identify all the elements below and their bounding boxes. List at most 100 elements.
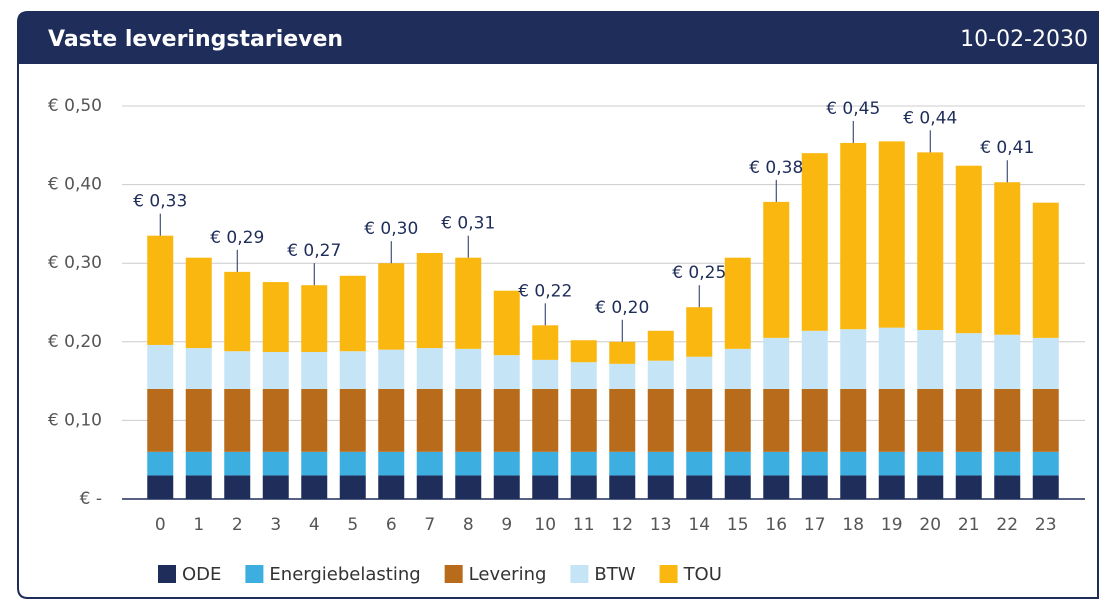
x-tick-label: 18 <box>842 515 864 535</box>
x-tick-label: 6 <box>386 515 397 535</box>
bar-segment <box>878 475 905 499</box>
bar-segment <box>532 359 559 389</box>
legend-swatch <box>659 565 678 583</box>
bar-segment <box>570 388 597 452</box>
bar-segment <box>224 388 251 452</box>
bar-segment <box>609 475 636 499</box>
bar-segment <box>763 475 790 499</box>
bar-segment <box>686 451 713 476</box>
bar-segment <box>493 290 520 356</box>
x-tick-label: 19 <box>881 515 903 535</box>
bar-segment <box>262 282 289 353</box>
bar-segment <box>570 340 597 363</box>
bar-segment <box>1032 388 1059 452</box>
bar-segment <box>416 348 443 389</box>
annotation: € 0,25 <box>672 263 726 283</box>
x-tick-label: 2 <box>232 515 243 535</box>
x-tick-label: 8 <box>463 515 474 535</box>
bar-segment <box>262 451 289 476</box>
bar-segment <box>647 475 674 499</box>
y-tick-label: € 0,50 <box>48 96 102 116</box>
bar-segment <box>994 475 1021 499</box>
x-tick-label: 12 <box>611 515 633 535</box>
bar-segment <box>994 451 1021 476</box>
y-tick-label: € 0,40 <box>48 175 102 195</box>
bar-segment <box>763 337 790 389</box>
bar-segment <box>532 325 559 360</box>
bar-segment <box>493 475 520 499</box>
annotation: € 0,30 <box>364 219 418 239</box>
bar-segment <box>185 388 212 452</box>
bar-segment <box>647 388 674 452</box>
bar-segment <box>724 348 751 389</box>
bar-segment <box>378 451 405 476</box>
bar-segment <box>185 348 212 389</box>
x-tick-label: 9 <box>501 515 512 535</box>
bar-segment <box>262 475 289 499</box>
bar-segment <box>878 327 905 389</box>
bar-segment <box>378 388 405 452</box>
bar-segment <box>955 333 982 389</box>
bar-segment <box>917 330 944 389</box>
bar-segment <box>301 352 328 389</box>
bar-segment <box>532 451 559 476</box>
bar-segment <box>455 348 482 389</box>
bar-segment <box>686 307 713 357</box>
bar-segment <box>724 388 751 452</box>
x-tick-label: 0 <box>155 515 166 535</box>
annotation: € 0,38 <box>749 158 803 178</box>
bar-segment <box>801 451 828 476</box>
bar-segment <box>801 330 828 389</box>
x-tick-label: 14 <box>688 515 710 535</box>
x-tick-label: 11 <box>573 515 595 535</box>
annotation: € 0,22 <box>518 281 572 301</box>
bar-segment <box>1032 337 1059 389</box>
bar-segment <box>147 344 174 389</box>
bar-segment <box>455 388 482 452</box>
bar-segment <box>416 252 443 349</box>
y-tick-label: € - <box>80 489 102 509</box>
bar-segment <box>301 388 328 452</box>
y-tick-label: € 0,10 <box>48 410 102 430</box>
bar-segment <box>532 475 559 499</box>
bar-segment <box>378 263 405 350</box>
annotation: € 0,29 <box>210 228 264 248</box>
bar-segment <box>763 201 790 338</box>
annotation: € 0,41 <box>980 138 1034 158</box>
bar-segment <box>1032 451 1059 476</box>
bar-segment <box>493 451 520 476</box>
x-tick-label: 16 <box>765 515 787 535</box>
bar-segment <box>570 451 597 476</box>
bar-segment <box>994 334 1021 389</box>
bar-segment <box>532 388 559 452</box>
bar-segment <box>301 285 328 353</box>
header <box>18 12 1098 64</box>
bar-segment <box>339 275 366 352</box>
bar-segment <box>647 451 674 476</box>
y-tick-label: € 0,20 <box>48 332 102 352</box>
bar-segment <box>185 257 212 349</box>
bar-segment <box>493 355 520 389</box>
legend-swatch <box>444 565 463 583</box>
bar-segment <box>416 388 443 452</box>
y-tick-label: € 0,30 <box>48 253 102 273</box>
bar-segment <box>224 351 251 389</box>
bar-segment <box>955 388 982 452</box>
bar-segment <box>570 475 597 499</box>
bar-segment <box>801 388 828 452</box>
bar-segment <box>955 165 982 334</box>
bar-segment <box>416 475 443 499</box>
bar-segment <box>840 142 867 330</box>
bar-segment <box>724 451 751 476</box>
date: 10-02-2030 <box>960 27 1088 52</box>
bar-segment <box>994 388 1021 452</box>
legend-label: TOU <box>683 564 722 585</box>
bar-segment <box>878 141 905 328</box>
bar-segment <box>878 388 905 452</box>
x-tick-label: 15 <box>727 515 749 535</box>
bar-segment <box>339 475 366 499</box>
bar-segment <box>262 388 289 452</box>
x-tick-label: 4 <box>309 515 320 535</box>
bar-segment <box>609 451 636 476</box>
